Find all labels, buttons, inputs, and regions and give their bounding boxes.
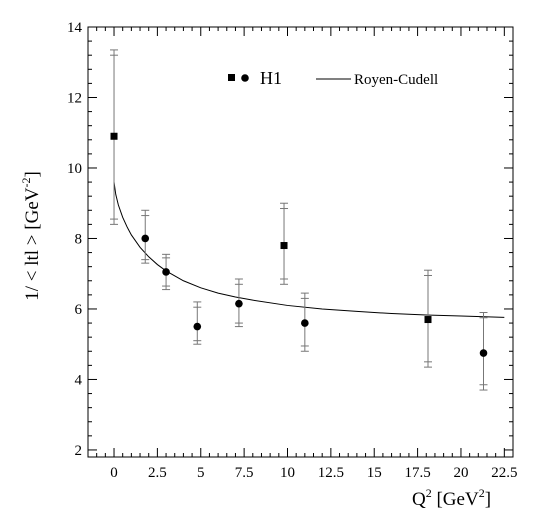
x-axis-title: Q2 [GeV2] [412,486,491,510]
x-axis-title-sup: 2 [426,486,432,500]
x-tick-label: 12.5 [318,465,344,481]
x-axis-title-base: Q [412,489,426,510]
x-axis-title-unit-close: ] [485,489,491,510]
data-point-circle [235,299,243,308]
data-point-circle [162,268,170,276]
data-point-square [424,316,432,324]
y-axis-title-close: ] [22,171,43,177]
x-tick-label: 15 [367,465,382,481]
y-tick-label: 4 [75,372,83,388]
y-tick-label: 2 [75,443,83,459]
x-tick-label: 22.5 [491,465,517,481]
y-axis-title-base: 1/ < ltl > [GeV [22,187,43,301]
legend-curve-label: Royen-Cudell [354,72,438,88]
x-tick-label: 17.5 [404,465,430,481]
x-axis-ticks: 0 2.5 5 7.5 10 12.5 15 17.5 20 22.5 [87,27,517,481]
data-point-circle [479,349,488,357]
data-point-square [110,132,118,140]
y-axis-title-sup: -2 [19,178,33,188]
y-tick-label: 12 [67,90,82,106]
data-point-circle [193,322,202,331]
x-tick-label: 10 [280,465,295,481]
x-tick-label: 0 [110,465,118,481]
y-tick-label: 6 [75,302,83,318]
legend-square-marker [228,74,235,81]
x-tick-label: 2.5 [148,465,167,481]
data-points-layer [110,49,488,391]
y-tick-label: 14 [67,20,83,36]
legend-circle-marker [241,74,249,82]
legend-h1-label: H1 [260,68,282,88]
data-point-circle [301,319,309,327]
x-axis-title-unit-sup: 2 [479,486,485,500]
y-tick-label: 8 [75,231,83,247]
theory-curve-layer [113,182,505,318]
data-point-square [280,242,288,250]
plot-frame [87,26,514,458]
x-tick-label: 7.5 [235,465,254,481]
y-axis-title: 1/ < ltl > [GeV-2] [19,171,43,301]
x-tick-label: 20 [453,465,468,481]
legend: H1 Royen-Cudell [228,68,438,88]
y-tick-label: 10 [67,161,82,177]
data-point-circle [141,234,150,243]
royen-cudell-curve [113,182,505,318]
y-axis-ticks: 2 4 6 8 10 12 14 [67,20,513,459]
x-axis-title-unit: [GeV [432,489,479,510]
x-tick-label: 5 [197,465,205,481]
